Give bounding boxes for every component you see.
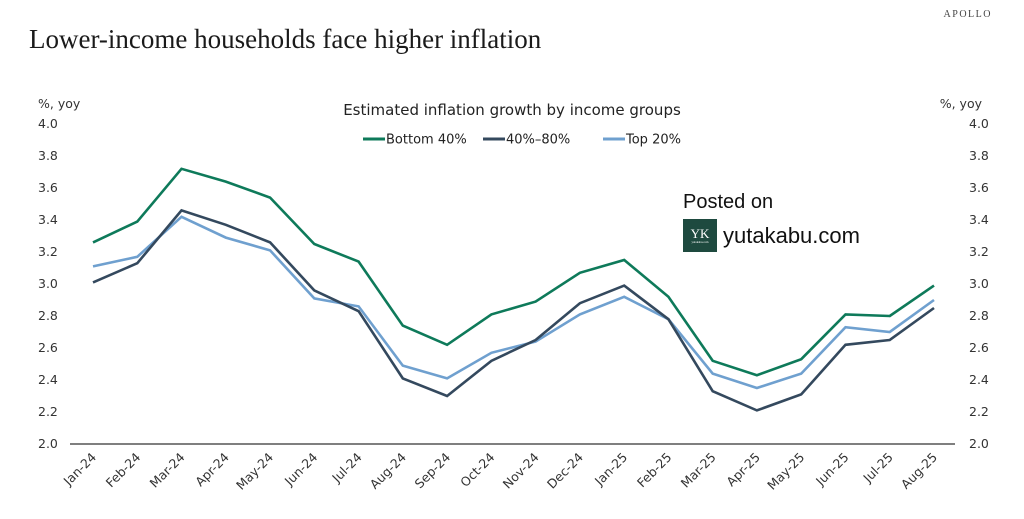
x-tick-label: Jan-24	[60, 449, 99, 488]
y-tick-label-right: 3.2	[969, 244, 989, 259]
watermark: Posted on YK yutakabu.com yutakabu.com	[683, 190, 860, 252]
y-tick-label-right: 3.4	[969, 212, 989, 227]
y-tick-label-left: 3.8	[38, 148, 58, 163]
y-tick-label-right: 3.6	[969, 180, 989, 195]
y-tick-label-right: 2.6	[969, 340, 989, 355]
chart-title: Estimated inflation growth by income gro…	[343, 101, 681, 119]
y-tick-label-left: 2.0	[38, 436, 58, 451]
legend-label: Top 20%	[625, 133, 681, 148]
y-tick-label-right: 2.8	[969, 308, 989, 323]
y-tick-label-left: 3.4	[38, 212, 58, 227]
x-tick-label: May-25	[764, 450, 807, 493]
x-tick-label: Apr-25	[723, 450, 763, 490]
x-tick-label: Nov-24	[500, 449, 542, 491]
y-tick-label-right: 2.0	[969, 436, 989, 451]
x-tick-label: May-24	[233, 449, 276, 492]
x-tick-label: Apr-24	[192, 449, 232, 489]
yutakabu-logo-icon: YK yutakabu.com	[683, 219, 717, 252]
y-tick-label-right: 3.8	[969, 148, 989, 163]
x-tick-label: Feb-25	[634, 450, 675, 491]
y-tick-label-left: 2.4	[38, 372, 58, 387]
y-tick-label-left: 3.0	[38, 276, 58, 291]
logo-small-text: yutakabu.com	[691, 239, 709, 244]
y-ticks-right: 4.0 3.8 3.6 3.4 3.2 3.0 2.8 2.6 2.4 2.2 2.0	[969, 116, 989, 451]
x-tick-label: Mar-25	[678, 450, 719, 491]
y-tick-label-right: 3.0	[969, 276, 989, 291]
x-tick-label: Jul-25	[859, 450, 895, 486]
logo-glyph: YK	[690, 225, 710, 241]
x-tick-label: Dec-24	[544, 449, 586, 491]
y-tick-label-right: 4.0	[969, 116, 989, 131]
y-tick-label-left: 3.6	[38, 180, 58, 195]
legend: Bottom 40% 40%–80% Top 20%	[363, 133, 681, 148]
y-tick-label-right: 2.2	[969, 404, 989, 419]
x-tick-label: Aug-24	[367, 449, 409, 491]
series-line-top-20-	[92, 215, 935, 390]
x-ticks: Jan-24 Feb-24 Mar-24 Apr-24 May-24 Jun-24 Jul-…	[60, 449, 940, 492]
y-ticks-left: 4.0 3.8 3.6 3.4 3.2 3.0 2.8 2.6 2.4 2.2 2.0	[38, 116, 58, 451]
series-line-40-80-	[92, 208, 935, 412]
y-tick-label-left: 2.2	[38, 404, 58, 419]
watermark-site-text: yutakabu.com	[723, 222, 860, 248]
y-tick-label-right: 2.4	[969, 372, 989, 387]
x-tick-label: Aug-25	[898, 450, 940, 492]
series-line-bottom-40-	[92, 167, 935, 377]
y-tick-label-left: 2.8	[38, 308, 58, 323]
y-tick-label-left: 4.0	[38, 116, 58, 131]
x-tick-label: Jun-24	[281, 449, 321, 489]
y-axis-label-left: %, yoy	[38, 96, 81, 111]
x-tick-label: Mar-24	[146, 449, 187, 490]
y-axis-label-right: %, yoy	[940, 96, 983, 111]
legend-label: Bottom 40%	[386, 133, 467, 148]
x-tick-label: Sep-24	[412, 449, 454, 491]
x-tick-label: Jan-25	[591, 450, 630, 489]
x-tick-label: Jul-24	[328, 449, 364, 485]
y-tick-label-left: 3.2	[38, 244, 58, 259]
x-tick-label: Feb-24	[103, 449, 144, 490]
y-tick-label-left: 2.6	[38, 340, 58, 355]
series-lines	[92, 167, 935, 412]
legend-label: 40%–80%	[506, 133, 570, 148]
page-title: Lower-income households face higher infl…	[29, 24, 542, 54]
watermark-posted-text: Posted on	[683, 191, 774, 213]
x-tick-label: Oct-24	[457, 449, 497, 489]
brand-logo: APOLLO	[943, 9, 992, 20]
x-tick-label: Jun-25	[812, 450, 852, 490]
